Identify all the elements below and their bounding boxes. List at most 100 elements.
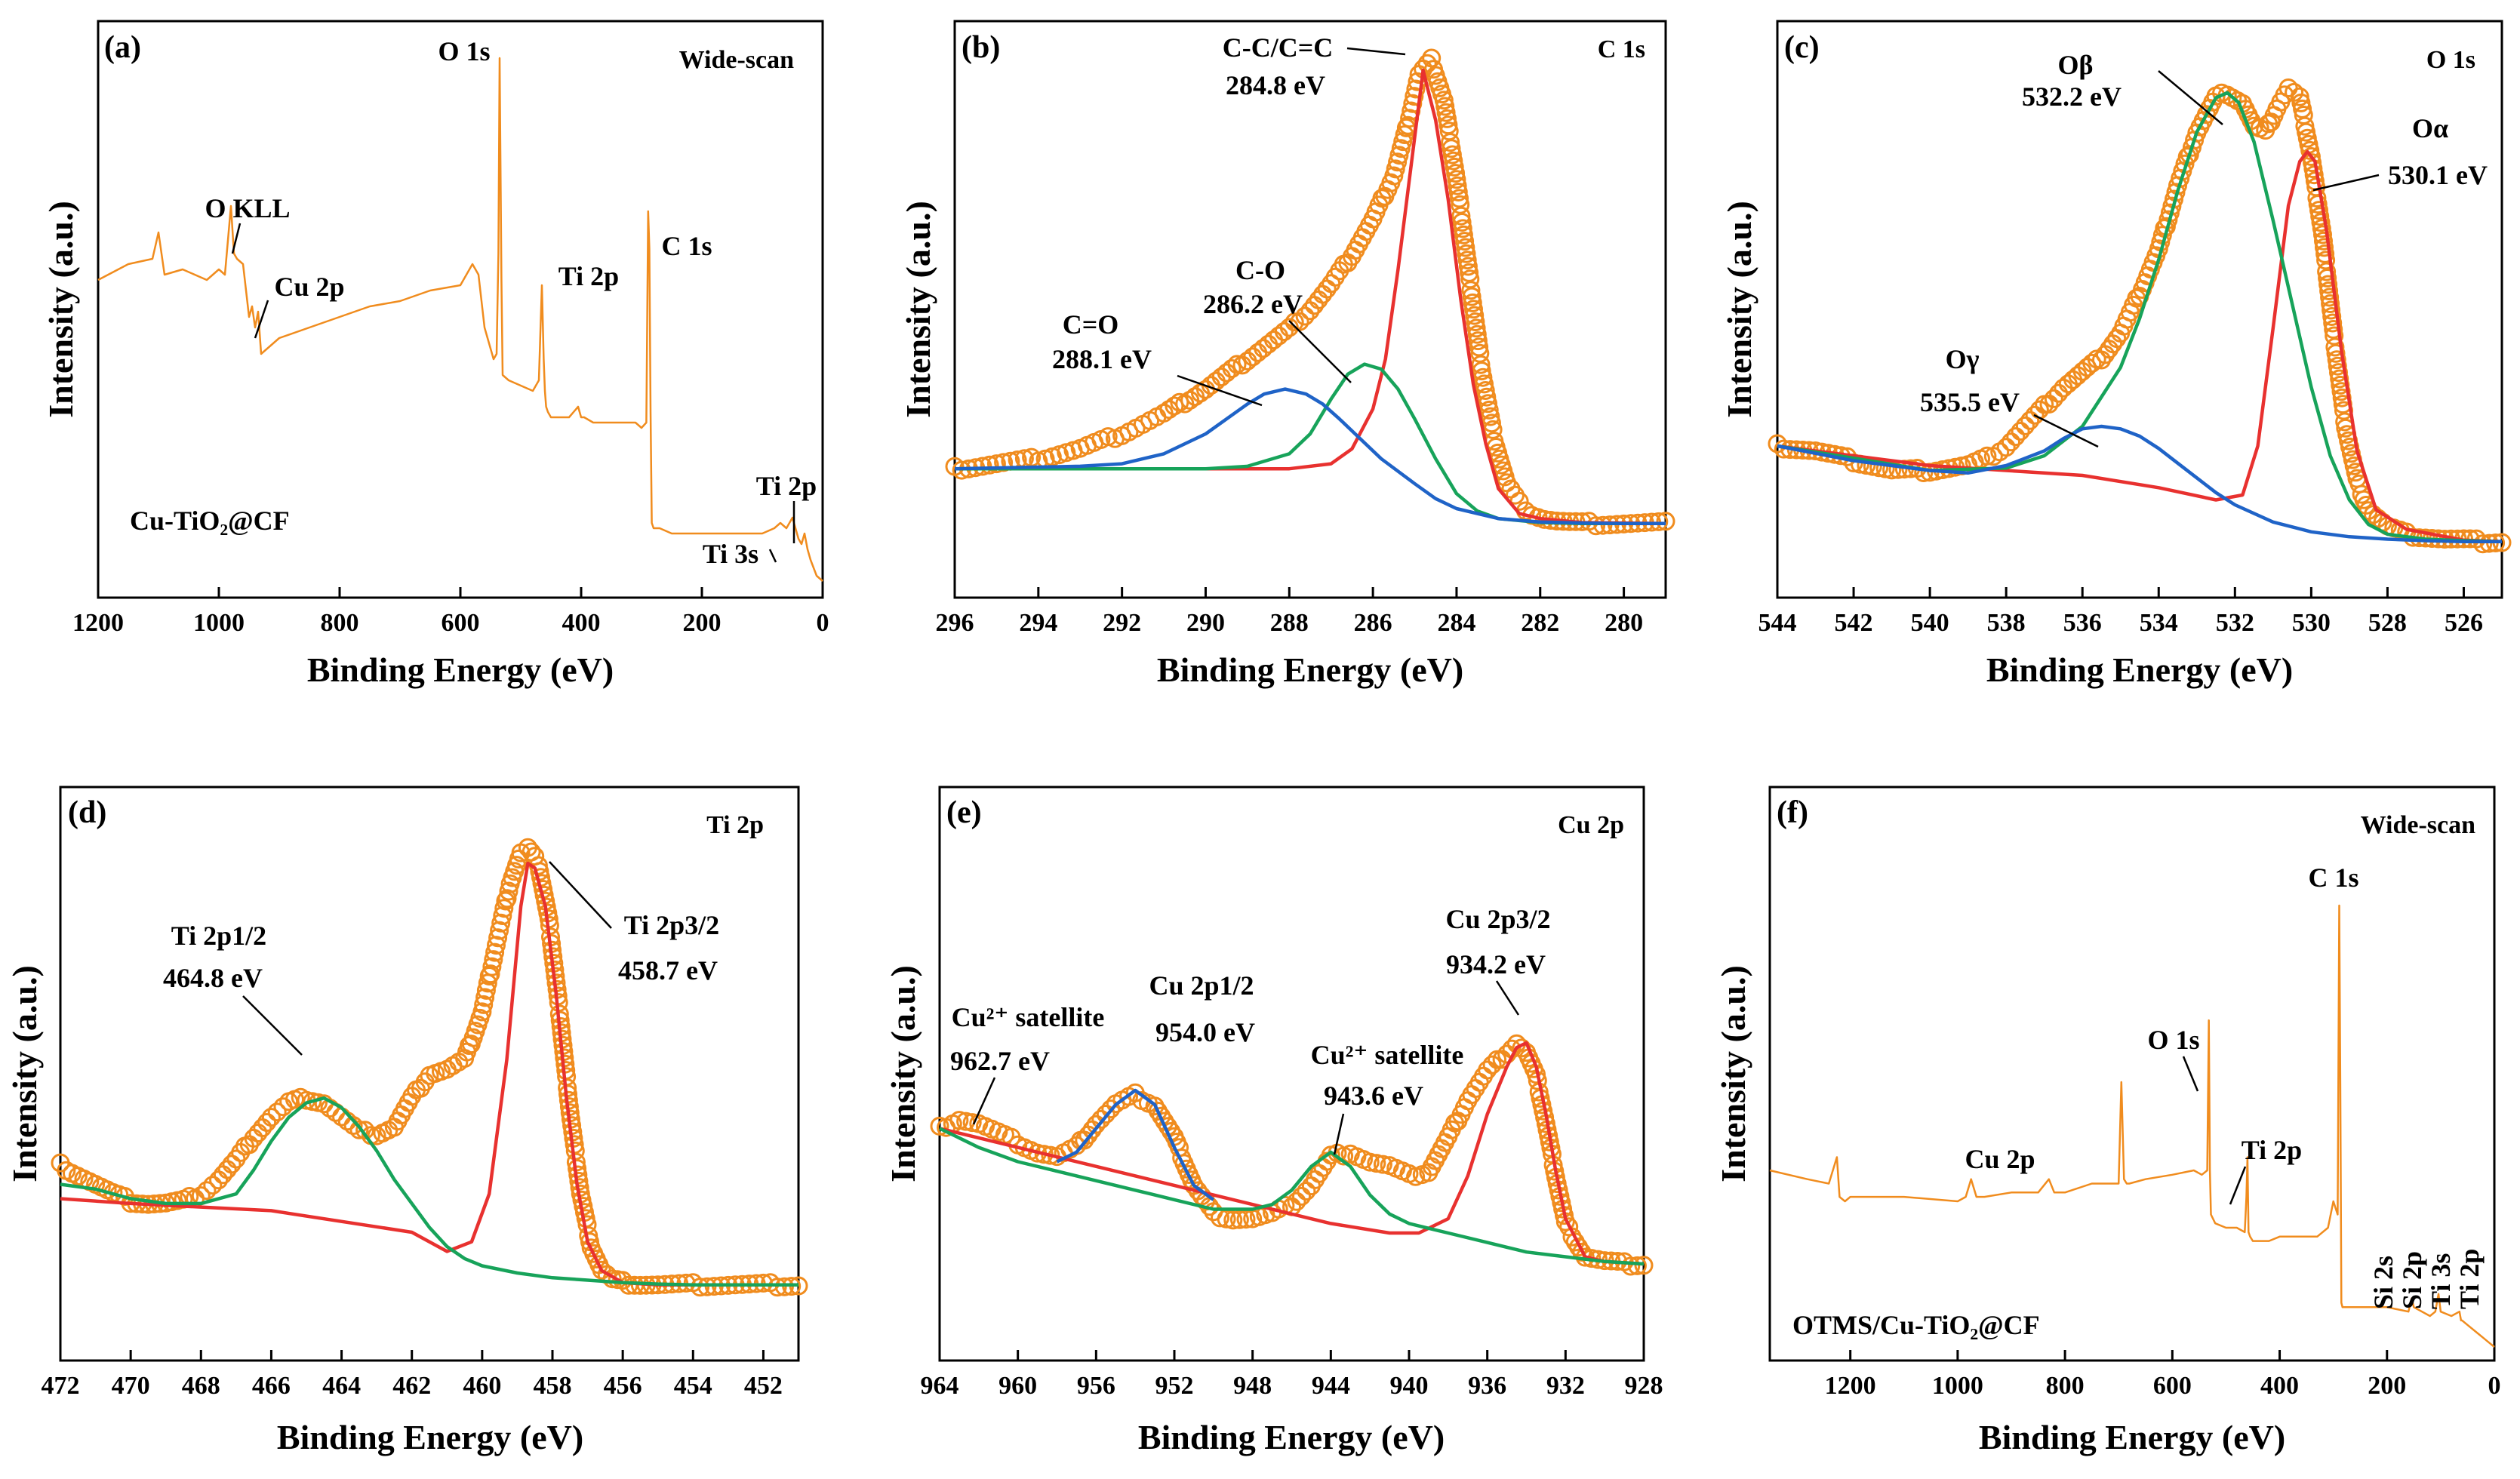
data-point	[1305, 296, 1324, 315]
sample-label-a: Cu-TiO₂@CF	[130, 506, 290, 536]
plot-frame-b	[953, 20, 1667, 599]
data-point	[1572, 1242, 1592, 1262]
data-point	[1448, 183, 1468, 201]
data-point	[1086, 1115, 1106, 1134]
peak-label-ti2p-a: Ti 2p	[558, 261, 619, 291]
corner-label-e: Cu 2p	[1558, 811, 1624, 839]
data-point	[1217, 363, 1236, 383]
data-point	[222, 1155, 242, 1174]
leader-c=o-b	[1177, 374, 1263, 407]
data-point	[1461, 281, 1481, 300]
plot-frame-f	[1768, 786, 2496, 1362]
data-point	[1388, 152, 1408, 172]
data-point	[1222, 359, 1242, 378]
data-point	[197, 1181, 217, 1201]
data-point	[1386, 159, 1405, 179]
data-point	[1287, 1192, 1306, 1211]
data-point	[1465, 306, 1485, 325]
data-point	[1457, 251, 1477, 270]
data-point	[697, 1277, 717, 1296]
data-point	[1483, 420, 1503, 439]
data-point	[1248, 343, 1268, 362]
xtick-label-b-8: 280	[1605, 609, 1643, 637]
corner-label-a: Wide-scan	[679, 46, 794, 74]
leader-okll-a	[231, 223, 242, 254]
data-point	[482, 957, 502, 976]
xlabel-a: Binding Energy (eV)	[307, 650, 614, 689]
data-point	[1455, 232, 1475, 251]
series-line-f-survey	[1769, 904, 2495, 1348]
data-point	[1041, 1145, 1060, 1165]
peak-name-ti2p32-d: Ti 2p3/2	[624, 910, 719, 940]
sample-label-f: OTMS/Cu-TiO₂@CF	[1792, 1310, 2040, 1340]
xtick-label-e-1: 960	[998, 1372, 1037, 1400]
data-point	[1360, 1152, 1380, 1172]
xtick-label-b-3: 290	[1186, 609, 1225, 637]
xtick-label-e-5: 944	[1312, 1372, 1350, 1400]
xtick-label-a-5: 200	[683, 609, 722, 637]
peak-label-o1s-f: O 1s	[2147, 1025, 2199, 1055]
peak-label-cu2p-f: Cu 2p	[1965, 1144, 2035, 1174]
series-line-d-ti-2p1-2	[60, 1096, 798, 1287]
data-point	[2039, 395, 2059, 414]
data-point	[1481, 407, 1500, 426]
ylabel-e: Intensity (a.u.)	[884, 965, 922, 1182]
leader-ti3s-a	[768, 549, 777, 563]
xtick-label-b-4: 288	[1270, 609, 1309, 637]
peak-name-sat2-e: Cu²⁺ satellite	[1311, 1040, 1464, 1070]
peak-value-obeta-c: 532.2 eV	[2022, 81, 2122, 112]
leader-ti2p-f	[2229, 1166, 2247, 1205]
data-point	[1473, 367, 1493, 387]
curves-a	[97, 57, 823, 582]
peak-name-ti2p12-d: Ti 2p1/2	[171, 921, 266, 951]
xtick-label-b-7: 282	[1521, 609, 1559, 637]
xtick-label-c-1: 542	[1835, 609, 1873, 637]
xtick-label-f-2: 800	[2046, 1372, 2085, 1400]
xtick-label-c-0: 544	[1758, 609, 1797, 637]
data-point	[2006, 427, 2026, 447]
data-point	[1586, 516, 1606, 536]
corner-label-b: C 1s	[1598, 35, 1645, 63]
data-point	[1467, 324, 1487, 344]
data-point	[2314, 231, 2333, 251]
data-point	[1565, 1232, 1585, 1252]
panel-f: 1200 1000 800 600 400 200 0 (f) Wide-scan OTMS…	[1714, 786, 2501, 1456]
series-line-b-c-c-c-c	[955, 68, 1666, 526]
xtick-label-a-1: 1000	[193, 609, 245, 637]
data-point	[2317, 262, 2337, 281]
xtick-label-e-0: 964	[921, 1372, 959, 1400]
xtick-label-c-7: 530	[2292, 609, 2331, 637]
peak-name-obeta-c: Oβ	[2058, 50, 2094, 80]
data-point	[1479, 400, 1499, 420]
plot-frame-c	[1776, 20, 2503, 599]
data-point	[1450, 189, 1469, 208]
data-point	[2320, 287, 2340, 307]
peak-value-ogamma-c: 535.5 eV	[1920, 387, 2020, 417]
series-line-c-o-	[1777, 424, 2502, 544]
peak-value-sat1-e: 962.7 eV	[950, 1046, 1050, 1076]
data-point	[1478, 1060, 1497, 1080]
data-point	[1264, 331, 1283, 350]
peak-label-c1s-f: C 1s	[2308, 862, 2358, 893]
data-point	[1466, 312, 1485, 331]
xlabel-f: Binding Energy (eV)	[1979, 1418, 2285, 1456]
peak-name-cc-b: C-C/C=C	[1223, 32, 1334, 63]
series-line-b-c-o	[955, 362, 1666, 526]
data-point	[2310, 207, 2330, 226]
data-point	[1477, 387, 1497, 407]
data-point	[203, 1176, 223, 1195]
data-point	[1451, 195, 1470, 214]
data-point	[1406, 79, 1426, 99]
peak-value-cu2p12-e: 954.0 eV	[1155, 1017, 1255, 1047]
data-point	[2473, 534, 2493, 554]
xtick-label-d-0: 472	[42, 1372, 80, 1400]
series-line-b-c-o	[954, 387, 1666, 526]
leader-cu2p-a	[254, 300, 269, 339]
data-point	[1279, 318, 1299, 337]
series-line-d-ti-2p3-2	[60, 861, 798, 1287]
peak-label-okll-a: O KLL	[205, 193, 290, 223]
xtick-label-b-1: 294	[1019, 609, 1057, 637]
xtick-label-e-2: 956	[1077, 1372, 1115, 1400]
data-point	[1442, 145, 1462, 165]
leader-cu2p32-e	[1495, 980, 1520, 1016]
